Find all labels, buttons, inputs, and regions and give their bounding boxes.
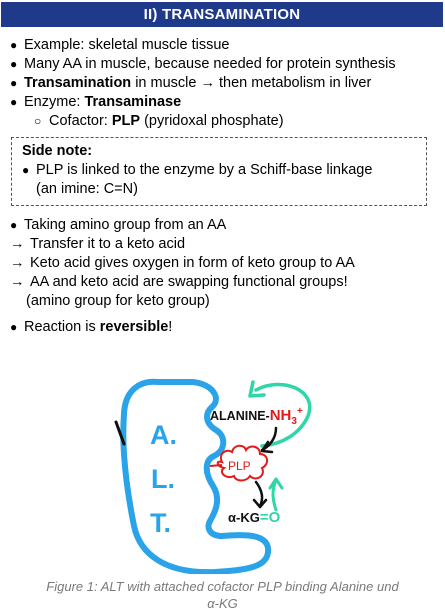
alt-letter-t: T. xyxy=(150,508,171,538)
alt-letter-a: A. xyxy=(150,420,177,450)
side-note-box: Side note: ● PLP is linked to the enzyme… xyxy=(11,137,427,206)
curved-arrow-top xyxy=(254,382,312,448)
alt-letter-l: L. xyxy=(151,464,175,494)
right-arrow-icon: → xyxy=(10,236,25,252)
swap-explanation: (amino group for keto group) xyxy=(26,293,210,309)
enzyme-tick-mark xyxy=(114,420,126,446)
arrow-line-transfer: → Transfer it to a keto acid xyxy=(10,236,186,252)
arrow-plp-to-akg-head xyxy=(252,498,268,509)
alanine-label: ALANINE-NH3+ xyxy=(210,406,303,427)
transamination-term: Transamination xyxy=(24,75,132,91)
circle-bullet-icon: ○ xyxy=(34,114,42,128)
bullet-dot-icon: ● xyxy=(10,95,18,109)
sub-bullet-cofactor: ○ Cofactor: PLP (pyridoxal phosphate) xyxy=(34,113,284,129)
arrow-line-swap: → AA and keto acid are swapping function… xyxy=(10,274,348,290)
caption-line-2: α-KG xyxy=(207,596,238,611)
bullet-reversible: ● Reaction is reversible! xyxy=(10,319,173,335)
plp-link-line xyxy=(209,464,223,467)
bullet-example: ● Example: skeletal muscle tissue xyxy=(10,37,230,53)
right-arrow-icon: → xyxy=(10,274,25,290)
right-arrow-icon: → xyxy=(10,255,25,271)
plp-term: PLP xyxy=(111,113,141,129)
content: ● Example: skeletal muscle tissue ● Many… xyxy=(10,36,440,337)
transaminase-term: Transaminase xyxy=(84,94,182,110)
bullet-enzyme: ● Enzyme: Transaminase xyxy=(10,94,182,110)
bullet-dot-icon: ● xyxy=(10,38,18,52)
bullet-dot-icon: ● xyxy=(10,218,18,232)
arrow-plp-to-akg xyxy=(254,480,264,508)
bullet-dot-icon: ● xyxy=(10,76,18,90)
arrow-nh3-to-plp-head xyxy=(260,440,274,454)
arrow-akg-up-head xyxy=(268,477,284,490)
alt-figure: A. L. T. ALANINE-NH3+ PLP α-KG=O xyxy=(114,378,312,574)
plp-cloud xyxy=(216,444,268,482)
bullet-dot-icon: ● xyxy=(22,163,30,177)
akg-label: α-KG=O xyxy=(228,509,281,526)
bullet-taking: ● Taking amino group from an AA xyxy=(10,217,227,233)
bullet-dot-icon: ● xyxy=(10,57,18,71)
arrow-line-keto: → Keto acid gives oxygen in form of keto… xyxy=(10,255,355,271)
section-header: II) TRANSAMINATION xyxy=(1,2,443,27)
plp-label: PLP xyxy=(228,459,251,473)
section-title: II) TRANSAMINATION xyxy=(143,6,301,23)
bullet-many-aa: ● Many AA in muscle, because needed for … xyxy=(10,56,396,72)
bullet-transamination: ● Transamination in muscle → then metabo… xyxy=(10,75,372,91)
caption-line-1: Figure 1: ALT with attached cofactor PLP… xyxy=(46,579,399,594)
side-note-title: Side note: xyxy=(22,143,93,159)
curved-arrow-top-head xyxy=(248,380,266,398)
bullet-dot-icon: ● xyxy=(10,320,18,334)
reversible-term: reversible xyxy=(99,319,169,335)
enzyme-outline xyxy=(120,378,272,574)
figure-caption: Figure 1: ALT with attached cofactor PLP… xyxy=(0,578,445,612)
side-note-bullet: ● PLP is linked to the enzyme by a Schif… xyxy=(22,162,373,197)
